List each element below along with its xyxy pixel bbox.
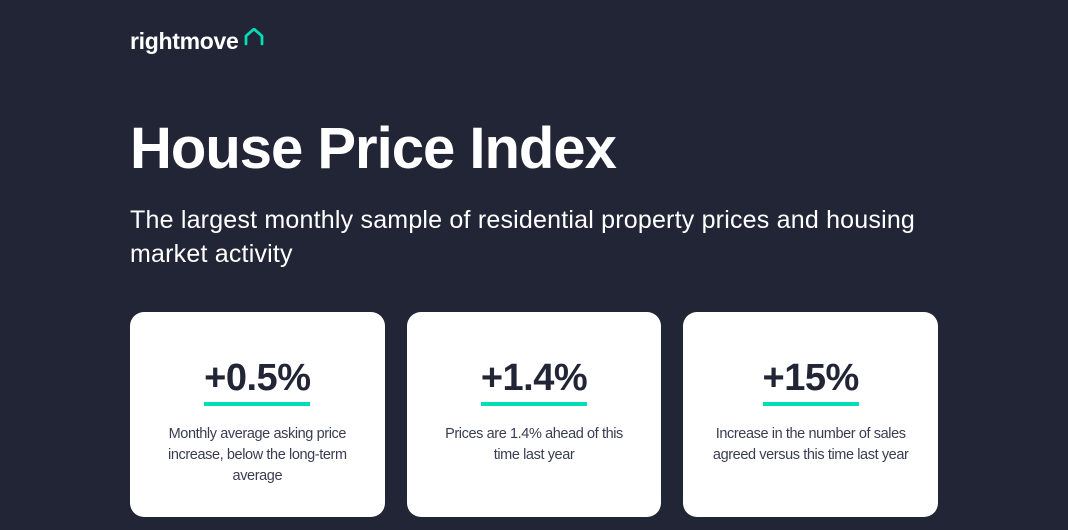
stat-value: +0.5% — [204, 357, 310, 406]
page-container: rightmove House Price Index The largest … — [0, 0, 1068, 517]
stat-card: +0.5% Monthly average asking price incre… — [130, 312, 385, 517]
stat-value: +15% — [763, 357, 859, 406]
brand-name: rightmove — [130, 28, 238, 55]
page-subtitle: The largest monthly sample of residentia… — [130, 204, 938, 272]
stat-card: +15% Increase in the number of sales agr… — [683, 312, 938, 517]
house-icon — [244, 28, 264, 46]
stat-value: +1.4% — [481, 357, 587, 406]
stat-card: +1.4% Prices are 1.4% ahead of this time… — [407, 312, 662, 517]
brand-logo: rightmove — [130, 28, 938, 55]
stat-description: Monthly average asking price increase, b… — [154, 424, 361, 487]
stat-description: Increase in the number of sales agreed v… — [707, 424, 914, 466]
page-title: House Price Index — [130, 115, 938, 182]
stat-description: Prices are 1.4% ahead of this time last … — [431, 424, 638, 466]
stat-cards-row: +0.5% Monthly average asking price incre… — [130, 312, 938, 517]
